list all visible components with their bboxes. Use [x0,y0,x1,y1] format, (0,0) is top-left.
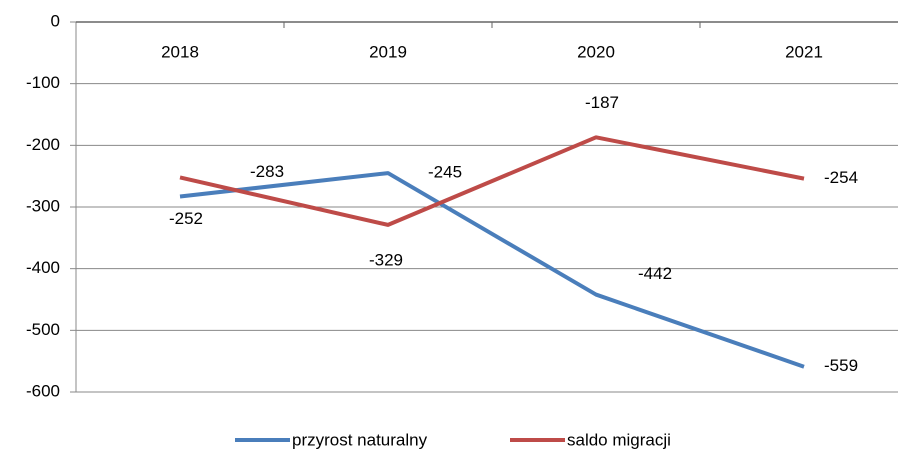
data-label: -442 [638,264,672,283]
data-label: -252 [169,209,203,228]
x-tick-label: 2018 [161,42,199,61]
y-tick-label: -500 [26,320,60,339]
y-tick-label: -200 [26,135,60,154]
y-tick-label: -300 [26,196,60,215]
y-tick-label: -400 [26,258,60,277]
y-tick-label: -600 [26,381,60,400]
x-tick-label: 2021 [785,42,823,61]
x-tick-label: 2019 [369,42,407,61]
legend-label: saldo migracji [567,430,671,449]
legend-label: przyrost naturalny [292,430,428,449]
y-tick-label: 0 [51,11,60,30]
data-label: -245 [428,163,462,182]
series-line [179,135,805,227]
data-label: -254 [824,168,858,187]
y-tick-label: -100 [26,73,60,92]
series-line [179,171,805,369]
data-label: -187 [585,93,619,112]
data-label: -329 [369,250,403,269]
x-tick-label: 2020 [577,42,615,61]
data-label: -283 [250,162,284,181]
data-label: -559 [824,356,858,375]
